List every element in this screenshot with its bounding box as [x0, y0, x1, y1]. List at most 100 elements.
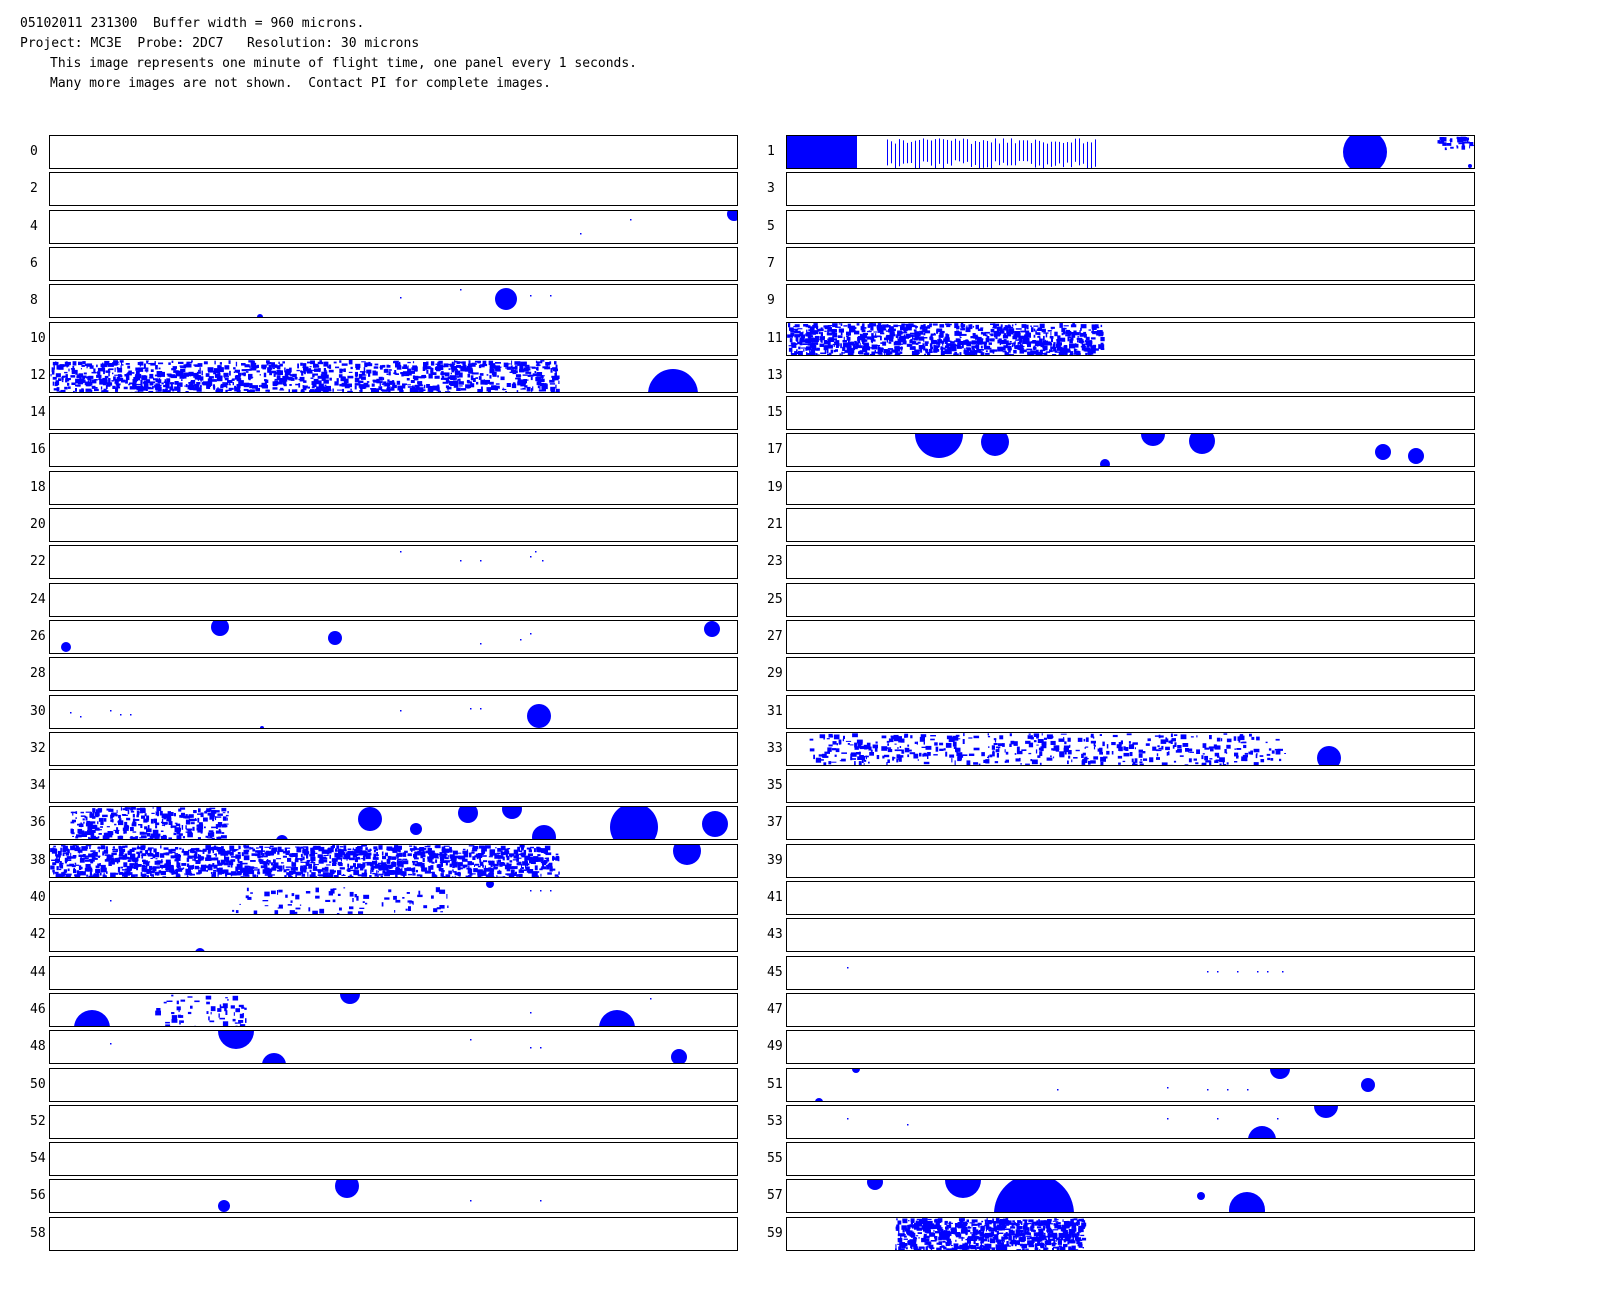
ice-particle: [1168, 751, 1170, 756]
ice-particle: [211, 837, 215, 839]
ice-particle: [489, 375, 492, 379]
ice-particle: [1143, 758, 1148, 761]
particle-drop: [61, 642, 71, 652]
ice-particle: [524, 364, 530, 367]
ice-particle: [73, 867, 75, 870]
ice-particle: [321, 856, 327, 859]
particle-speck: [540, 1047, 542, 1049]
ice-particle: [1037, 739, 1044, 743]
ice-particle: [302, 390, 305, 392]
ice-particle: [863, 760, 867, 762]
ice-particle: [839, 353, 841, 355]
ice-particle: [66, 873, 72, 876]
ice-particle: [1077, 353, 1081, 355]
ice-particle: [1467, 139, 1469, 143]
ice-particle: [466, 365, 468, 368]
ice-particle: [824, 330, 827, 332]
ice-particle: [1039, 336, 1041, 342]
ice-particle: [850, 756, 853, 761]
ice-particle: [451, 361, 454, 366]
ice-particle: [546, 362, 551, 365]
ice-particle: [313, 363, 316, 368]
ice-particle: [225, 872, 228, 877]
particle-image: [50, 323, 737, 355]
ice-particle: [398, 870, 403, 874]
ice-particle: [217, 1008, 222, 1012]
particle-drop: [1141, 434, 1165, 446]
ice-particle: [423, 384, 426, 389]
ice-particle: [1469, 142, 1474, 147]
ice-particle: [427, 384, 429, 386]
ice-particle: [92, 808, 96, 813]
ice-particle: [395, 899, 401, 903]
ice-particle: [227, 865, 231, 868]
ice-particle: [509, 853, 515, 857]
ice-particle: [106, 826, 110, 828]
ice-particle: [450, 382, 456, 386]
ice-particle: [344, 855, 350, 860]
ice-particle: [181, 812, 185, 816]
ice-particle: [452, 860, 455, 864]
ice-particle: [943, 338, 946, 342]
ice-particle: [204, 811, 208, 814]
ice-particle: [846, 336, 851, 341]
ice-particle: [930, 738, 935, 741]
ice-particle: [211, 874, 214, 877]
ice-particle: [413, 857, 419, 860]
ice-particle: [160, 853, 165, 858]
ice-particle: [923, 324, 926, 328]
ice-particle: [303, 865, 307, 870]
ice-particle: [191, 873, 195, 876]
particle-panel: [49, 1105, 738, 1139]
ice-particle: [1053, 745, 1060, 750]
particle-streak: [987, 140, 988, 168]
ice-particle: [328, 848, 332, 853]
ice-particle: [234, 375, 241, 380]
ice-particle: [300, 362, 303, 366]
ice-particle: [835, 326, 841, 328]
ice-particle: [306, 855, 309, 859]
ice-particle: [1036, 735, 1039, 739]
ice-particle: [1177, 748, 1182, 753]
ice-particle: [99, 872, 102, 876]
ice-particle: [1099, 734, 1102, 736]
ice-particle: [801, 334, 805, 339]
ice-particle: [895, 346, 900, 348]
ice-particle: [136, 814, 139, 818]
ice-particle: [184, 385, 186, 387]
ice-particle: [194, 1000, 200, 1003]
ice-particle: [1149, 757, 1154, 763]
ice-particle: [271, 867, 277, 871]
ice-particle: [295, 383, 299, 386]
ice-particle: [903, 1243, 908, 1247]
ice-particle: [286, 868, 290, 871]
ice-particle: [254, 869, 258, 871]
ice-particle: [993, 743, 998, 746]
ice-particle: [1161, 739, 1165, 743]
ice-particle: [71, 819, 76, 823]
ice-particle: [294, 377, 298, 380]
ice-particle: [194, 850, 196, 852]
particle-streak: [1087, 141, 1088, 168]
ice-particle: [350, 366, 353, 370]
ice-particle: [293, 911, 298, 914]
ice-particle: [876, 325, 879, 331]
ice-particle: [918, 332, 921, 337]
particle-speck: [1247, 1089, 1249, 1091]
particle-panel: [786, 508, 1475, 542]
ice-particle: [344, 383, 350, 389]
ice-particle: [817, 339, 823, 341]
ice-particle: [426, 367, 433, 370]
ice-particle: [897, 331, 903, 335]
ice-particle: [104, 360, 110, 366]
ice-particle: [862, 345, 866, 351]
ice-particle: [512, 859, 517, 861]
ice-particle: [474, 863, 480, 866]
ice-particle: [899, 351, 903, 354]
ice-particle: [267, 868, 273, 872]
ice-particle: [1099, 752, 1103, 755]
ice-particle: [100, 386, 103, 390]
particle-image: [787, 136, 1474, 168]
ice-particle: [803, 349, 805, 352]
ice-particle: [888, 342, 892, 344]
